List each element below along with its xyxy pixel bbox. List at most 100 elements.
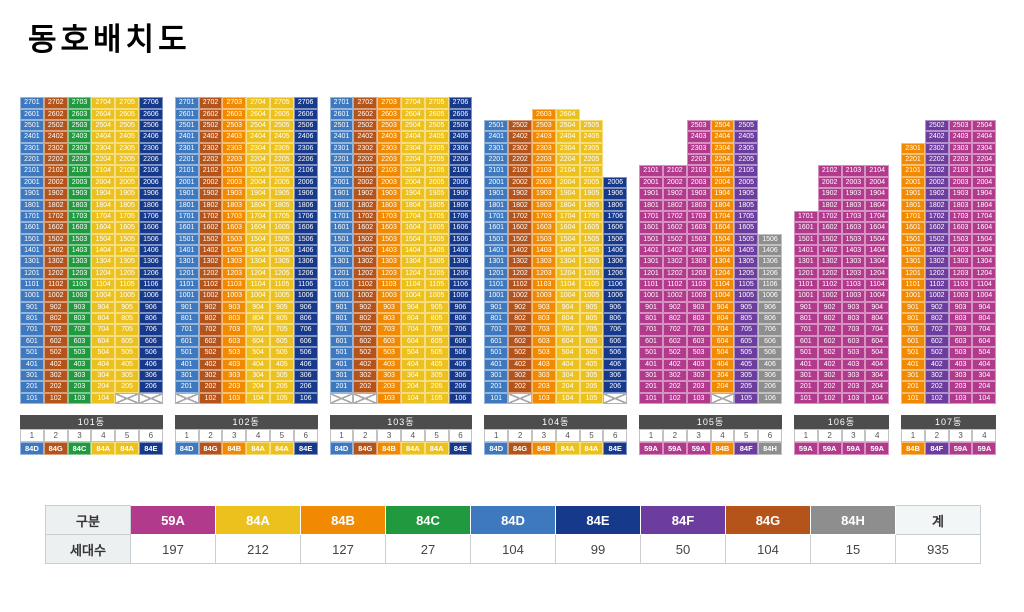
unit-cell: 804 [246, 313, 270, 325]
unit-cell: 1604 [972, 222, 997, 234]
unit-cell: 304 [91, 369, 116, 382]
unit-cell: 1605 [579, 222, 604, 234]
floor-row: 1601 1602 1603 1604 1605 1606 [329, 222, 473, 234]
unit-cell: 1804 [710, 199, 735, 211]
unit-cell: 601 [639, 335, 663, 348]
unit-cell: 1602 [353, 222, 378, 234]
buildings-area: 2701 2702 2703 2704 2705 2706 2601 2602 2603 2604… [20, 97, 997, 455]
unit-cell: 1303 [377, 256, 401, 268]
unit-cell: 401 [793, 358, 818, 370]
unit-cell: 1405 [115, 244, 139, 257]
unit-cell: 501 [793, 347, 818, 359]
unit-cell: 802 [198, 313, 223, 325]
column-number: 2 [924, 429, 949, 442]
unit-cell: 303 [531, 369, 556, 382]
floor-row: 901 902 903 904 [793, 301, 890, 314]
unit-cell: 705 [115, 324, 139, 336]
unit-cell: 1204 [246, 267, 270, 280]
unit-cell: 2503 [686, 120, 711, 132]
unit-cell: 902 [508, 301, 532, 314]
unit-cell: 1103 [67, 279, 92, 291]
unit-cell: 2403 [531, 131, 556, 143]
unit-cell: 1502 [508, 233, 532, 245]
unit-cell: 1905 [115, 188, 139, 200]
unit-cell: 901 [484, 301, 509, 314]
unit-cell: 2501 [484, 120, 509, 132]
unit-cell: 703 [222, 324, 247, 336]
unit-cell: 1504 [710, 233, 735, 245]
unit-cell: 306 [293, 369, 318, 382]
unit-cell: 402 [662, 358, 687, 370]
unit-grid: 2701 2702 2703 2704 2705 2706 2601 2602 2603 2604… [329, 97, 473, 404]
unit-cell: 2103 [841, 165, 866, 177]
column-number: 6 [758, 429, 782, 442]
unit-cell: 2501 [174, 120, 199, 132]
unit-cell: 1305 [115, 256, 139, 268]
unit-cell: 301 [901, 369, 925, 382]
floor-row: 901 902 903 904 905 906 [484, 301, 628, 314]
unit-cell: 2603 [67, 108, 92, 121]
floor-row: 2201 2202 2203 2204 2205 [484, 154, 627, 166]
unit-cell: 2401 [329, 131, 354, 143]
unit-cell: 2001 [329, 176, 354, 189]
unit-cell: 1001 [329, 290, 354, 302]
unit-cell: 2704 [246, 97, 270, 109]
unit-cell: 2104 [91, 165, 116, 177]
unit-cell: 905 [734, 301, 759, 314]
unit-cell: 1902 [508, 188, 532, 200]
unit-cell: 703 [67, 324, 92, 336]
unit-cell: 103 [841, 392, 866, 404]
unit-cell: 604 [246, 335, 270, 348]
unit-cell: 906 [603, 301, 628, 314]
unit-cell: 1502 [198, 233, 223, 245]
column-number: 5 [269, 429, 294, 442]
unit-cell: 1303 [948, 256, 973, 268]
floor-row: 103 104 105 106 [329, 392, 473, 404]
unit-cell: 1002 [662, 290, 687, 302]
unit-cell: 502 [198, 347, 223, 359]
unit-cell: 2002 [662, 176, 687, 189]
legend-count-84A: 212 [215, 534, 301, 564]
floor-row: 1001 1002 1003 1004 1005 1006 [20, 290, 163, 302]
unit-cell: 1004 [246, 290, 270, 302]
unit-cell: 1403 [222, 244, 247, 257]
unit-cell: 1105 [734, 279, 759, 291]
legend-type-84D: 84D [470, 505, 556, 535]
unit-cell: 206 [603, 381, 628, 393]
column-number: 2 [198, 429, 223, 442]
unit-cell: 603 [841, 335, 866, 348]
unit-cell: 2405 [579, 131, 604, 143]
unit-cell: 2402 [924, 131, 949, 143]
floor-row: 601 602 603 604 [793, 335, 890, 348]
column-number: 5 [424, 429, 449, 442]
column-number: 6 [603, 429, 628, 442]
unit-cell: 1204 [865, 267, 890, 280]
spacer-cell [639, 131, 663, 142]
unit-cell: 2203 [686, 154, 711, 166]
unit-cell: 1003 [841, 290, 866, 302]
floor-row: 2401 2402 2403 2404 2405 [484, 131, 627, 143]
unit-cell: 1704 [972, 210, 997, 223]
unit-cell: 1106 [758, 279, 782, 291]
unit-cell: 703 [948, 324, 973, 336]
unit-cell: 1302 [43, 256, 68, 268]
unit-cell: 1205 [424, 267, 449, 280]
unit-cell: 1104 [710, 279, 735, 291]
unit-cell: 1504 [972, 233, 997, 245]
unit-cell: 1405 [269, 244, 294, 257]
unit-cell: 1505 [115, 233, 139, 245]
unit-cell: 805 [115, 313, 139, 325]
floor-row: 2301 2302 2303 2304 [901, 142, 997, 155]
unit-cell: 1304 [91, 256, 116, 268]
unit-cell: 1006 [758, 290, 782, 302]
unit-cell: 1002 [198, 290, 223, 302]
unit-cell: 1104 [972, 279, 997, 291]
unit-cell: 405 [734, 358, 759, 370]
unit-cell: 2104 [400, 165, 425, 177]
legend-type-84A: 84A [215, 505, 301, 535]
spacer-cell [639, 154, 663, 165]
column-type-row: 84B 84F 59A 59A [901, 442, 997, 455]
unit-cell: 701 [639, 324, 663, 336]
floor-row: 701 702 703 704 [793, 324, 890, 336]
unit-cell: 504 [91, 347, 116, 359]
